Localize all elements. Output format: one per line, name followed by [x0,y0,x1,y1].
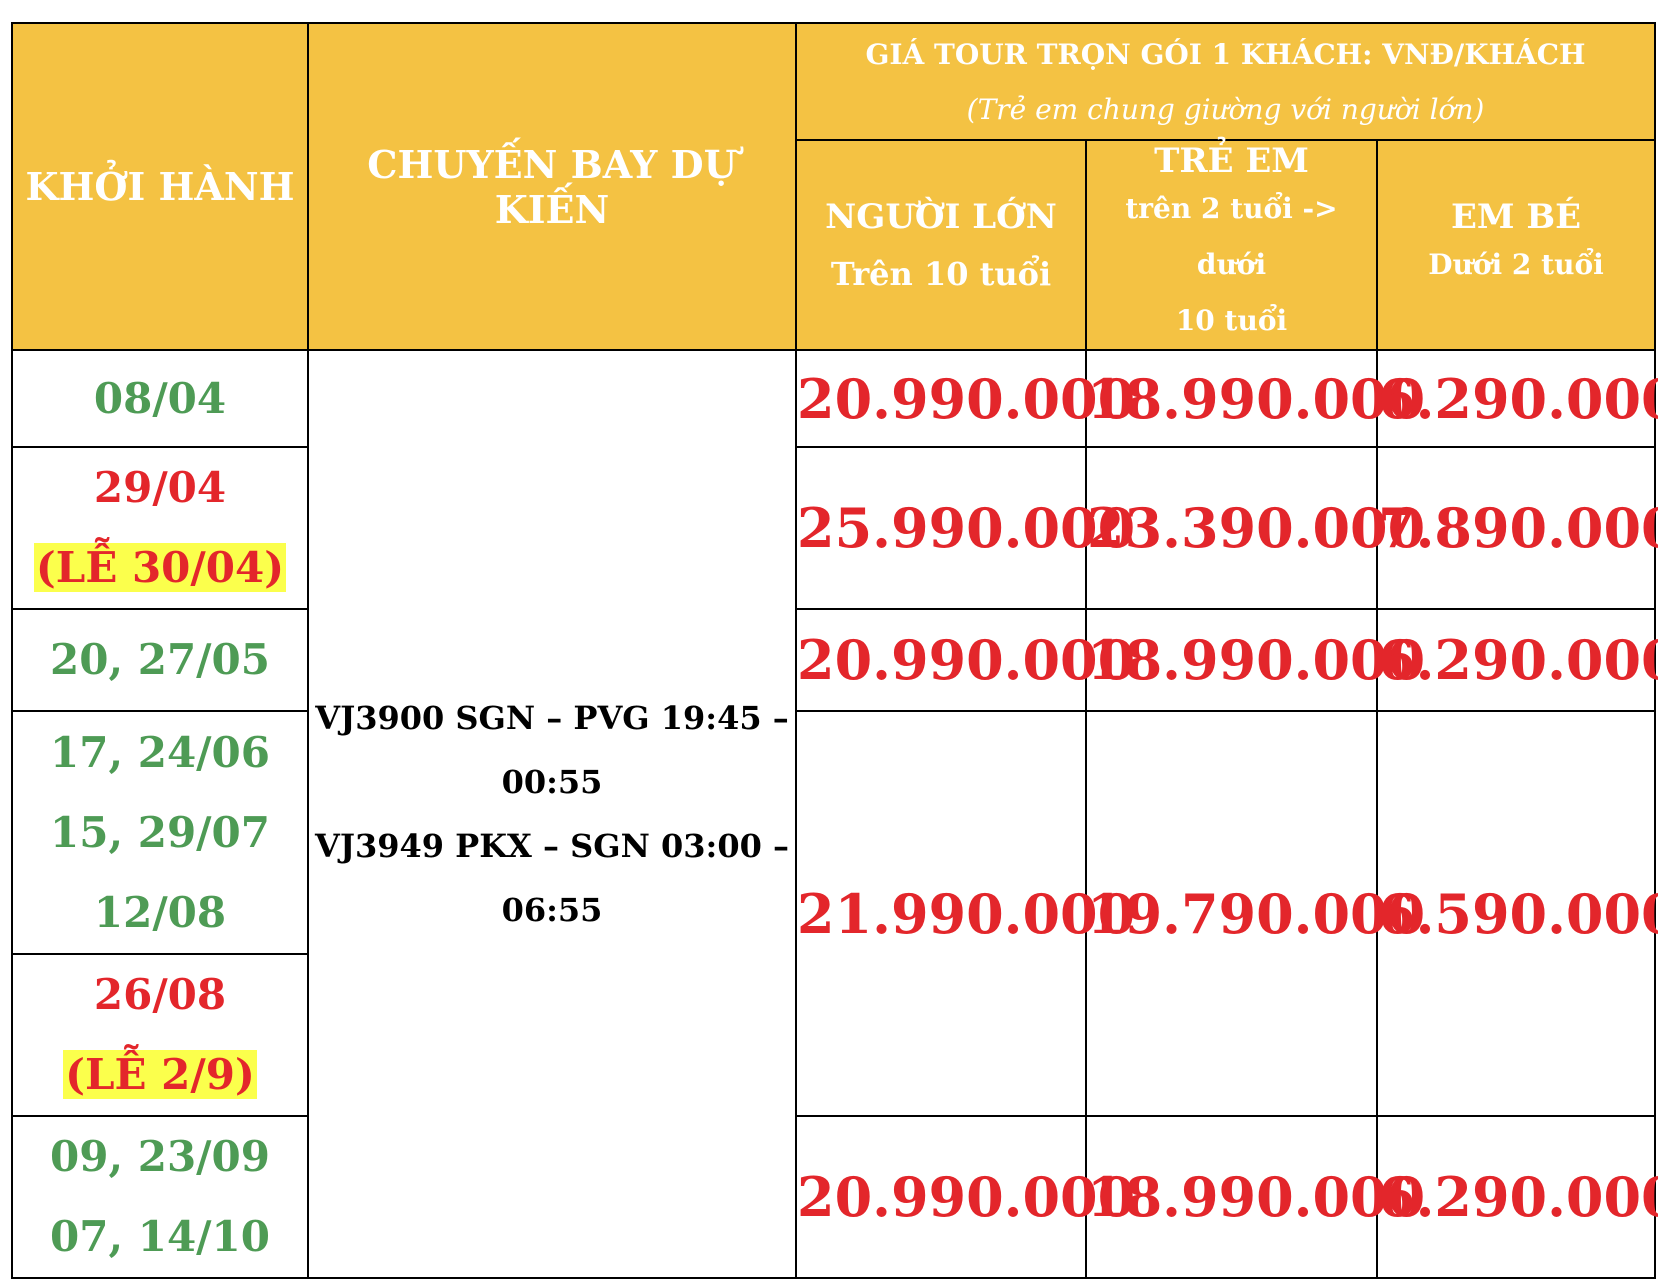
price-child: 18.990.000 [1085,1115,1425,1279]
price-child: 18.990.000 [1085,608,1425,712]
header-price-group: GIÁ TOUR TRỌN GÓI 1 KHÁCH: VNĐ/KHÁCH (Tr… [794,22,1657,141]
table-row: 29/04 (LỄ 30/04) 25.990.000 23.390.000 7… [11,446,1658,610]
child-note-2: 10 tuổi [1175,304,1288,337]
price-infant: 6.290.000 [1375,1115,1658,1279]
tour-price-table: KHỞI HÀNH CHUYẾN BAY DỰ KIẾN GIÁ TOUR TR… [11,22,1658,1279]
header-adult: NGƯỜI LỚN Trên 10 tuổi [795,139,1087,351]
header-departure: KHỞI HÀNH [11,22,309,351]
infant-note: Dưới 2 tuổi [1428,248,1604,281]
table-row: 08/04 VJ3900 SGN – PVG 19:45 – 00:55 VJ3… [11,349,1658,1279]
price-adult: 21.990.000 [795,710,1135,1117]
price-adult: 25.990.000 [795,446,1135,610]
date-line: 09, 23/09 [50,1132,270,1181]
date-line: 15, 29/07 [50,807,270,857]
price-infant: 6.290.000 [1375,349,1658,448]
header-infant: EM BÉ Dưới 2 tuổi [1375,139,1657,351]
flight-info: VJ3900 SGN – PVG 19:45 – 00:55 VJ3949 PK… [307,349,797,1279]
child-note-1: trên 2 tuổi -> dưới [1125,192,1338,281]
table-row: 17, 24/06 15, 29/07 12/08 21.990.000 19.… [11,710,1658,1117]
adult-title: NGƯỜI LỚN [825,197,1057,237]
table-row: 09, 23/09 07, 14/10 20.990.000 18.990.00… [11,1115,1658,1279]
flight-outbound-arrival: 00:55 [501,763,603,801]
table-row: 20, 27/05 20.990.000 18.990.000 6.290.00… [11,608,1658,712]
price-infant: 6.290.000 [1375,608,1658,712]
holiday-label: (LỄ 30/04) [33,543,287,592]
price-child: 23.390.000 [1085,446,1425,610]
price-child: 18.990.000 [1085,349,1425,448]
infant-title: EM BÉ [1450,197,1582,237]
child-title: TRẺ EM [1154,141,1309,181]
price-adult: 20.990.000 [795,608,1135,712]
header-child: TRẺ EM trên 2 tuổi -> dưới 10 tuổi [1085,139,1378,351]
departure-date: 20, 27/05 [11,608,309,712]
price-adult: 20.990.000 [795,349,1135,448]
price-infant: 7.890.000 [1375,446,1658,610]
departure-date-holiday: 29/04 (LỄ 30/04) [11,446,309,610]
price-infant: 6.590.000 [1375,710,1658,1117]
departure-date: 17, 24/06 15, 29/07 12/08 [11,710,309,955]
date-line: 12/08 [93,887,227,937]
holiday-date: 29/04 [93,463,227,512]
price-group-title: GIÁ TOUR TRỌN GÓI 1 KHÁCH: VNĐ/KHÁCH [865,37,1586,71]
header-flight: CHUYẾN BAY DỰ KIẾN [307,22,797,351]
departure-date: 08/04 [11,349,309,448]
holiday-date: 26/08 [93,970,227,1019]
flight-return: VJ3949 PKX – SGN 03:00 – [315,827,789,865]
table-row: 26/08 (LỄ 2/9) [11,953,1655,1117]
holiday-label: (LỄ 2/9) [63,1050,257,1099]
price-group-note: (Trẻ em chung giường với người lớn) [966,92,1485,126]
departure-date-holiday: 26/08 (LỄ 2/9) [11,953,309,1117]
flight-return-arrival: 06:55 [501,891,603,929]
adult-note: Trên 10 tuổi [830,255,1052,293]
price-adult: 20.990.000 [795,1115,1135,1279]
departure-date: 09, 23/09 07, 14/10 [11,1115,309,1279]
flight-outbound: VJ3900 SGN – PVG 19:45 – [315,699,789,737]
price-child: 19.790.000 [1085,710,1425,1117]
date-line: 17, 24/06 [50,727,270,777]
date-line: 07, 14/10 [50,1212,270,1261]
